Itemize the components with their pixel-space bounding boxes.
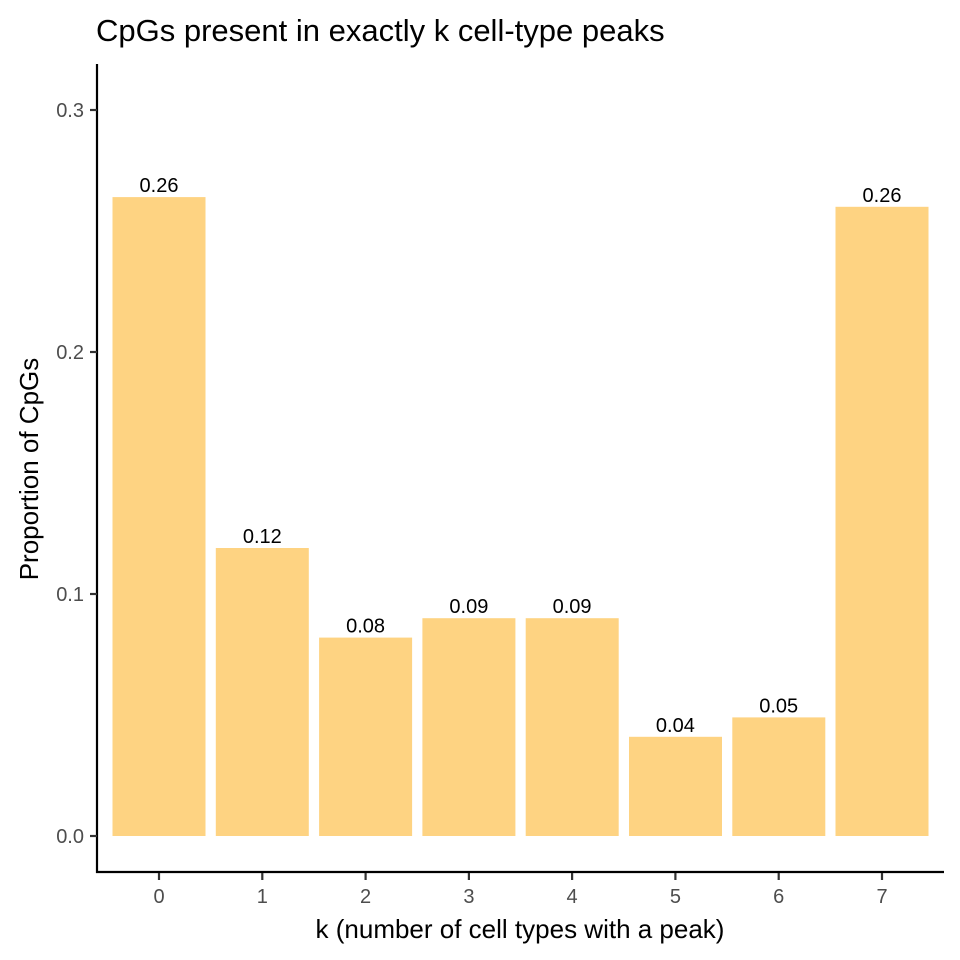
data-label-k-3: 0.09 <box>449 596 488 618</box>
y-tick-label: 0.2 <box>56 342 84 364</box>
bar-k-0 <box>112 197 206 837</box>
bar-k-7 <box>835 206 929 837</box>
bar-k-1 <box>215 548 309 836</box>
bar-k-3 <box>422 618 516 836</box>
x-tick-label: 7 <box>876 886 887 908</box>
data-label-k-1: 0.12 <box>243 526 282 548</box>
bar-k-4 <box>525 618 619 836</box>
data-label-k-4: 0.09 <box>553 596 592 618</box>
x-tick-label: 0 <box>153 886 164 908</box>
data-label-k-2: 0.08 <box>346 616 385 638</box>
x-tick-label: 1 <box>257 886 268 908</box>
y-tick-label: 0.1 <box>56 584 84 606</box>
data-label-k-0: 0.26 <box>140 175 179 197</box>
data-label-k-6: 0.05 <box>759 695 798 717</box>
x-axis-title: k (number of cell types with a peak) <box>316 914 725 944</box>
x-tick-label: 6 <box>773 886 784 908</box>
x-tick-label: 2 <box>360 886 371 908</box>
y-tick-label: 0.3 <box>56 100 84 122</box>
chart-title: CpGs present in exactly k cell-type peak… <box>96 13 665 48</box>
y-axis-ticks: 0.0 0.1 0.2 0.3 <box>56 100 97 848</box>
x-tick-label: 3 <box>463 886 474 908</box>
data-label-k-7: 0.26 <box>863 185 902 207</box>
x-tick-label: 4 <box>567 886 578 908</box>
x-tick-label: 5 <box>670 886 681 908</box>
bars-group <box>112 197 929 837</box>
data-label-k-5: 0.04 <box>656 715 695 737</box>
y-axis-title: Proportion of CpGs <box>14 358 44 581</box>
data-labels-group: 0.26 0.12 0.08 0.09 0.09 0.04 0.05 0.26 <box>140 175 902 737</box>
bar-k-5 <box>629 736 722 836</box>
y-tick-label: 0.0 <box>56 826 84 848</box>
bar-k-2 <box>319 637 413 836</box>
bar-k-6 <box>732 717 826 836</box>
x-axis-ticks: 0 1 2 3 4 5 6 7 <box>153 873 888 908</box>
